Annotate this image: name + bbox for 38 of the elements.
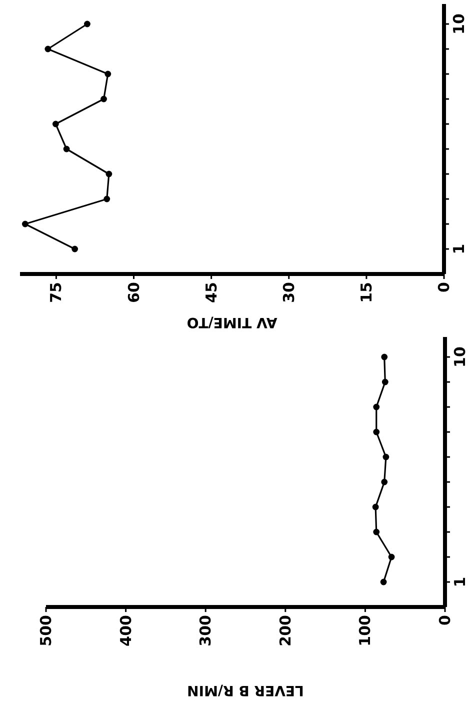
y-tick-label: 10 [450,14,468,34]
x-tick-label: 200 [276,615,294,646]
x-tick-label: 75 [47,282,66,303]
point [106,170,112,178]
x-tick-label: 30 [280,282,298,303]
y-tick-label: 1 [451,576,469,588]
point [22,220,28,228]
x-tick-label: 500 [37,615,55,646]
x-tick-label: 300 [196,615,215,646]
x-axis-title: AV TIME/TO [186,314,278,330]
point [373,404,380,410]
point [381,478,388,486]
x-axis-title: LEVER B R/MIN [187,682,304,698]
point [380,578,387,586]
x-tick-label: 100 [356,615,374,646]
point [44,46,52,52]
x-tick-label: 0 [435,282,453,292]
x-tick-label: 400 [116,615,135,646]
point [104,196,110,202]
point [388,554,395,560]
point [72,246,78,252]
y-tick-label: 10 [451,346,469,368]
point [100,96,107,102]
point [63,146,70,152]
point [382,454,390,460]
point [372,504,379,510]
x-tick-label: 15 [357,282,376,303]
x-tick-label: 60 [124,282,143,303]
point [373,528,380,536]
point [382,378,388,386]
point [381,354,388,360]
x-tick-label: 45 [202,282,220,303]
point [52,120,59,128]
point [104,70,112,78]
x-tick-label: 0 [436,615,454,626]
point [84,20,90,28]
point [373,428,380,436]
y-tick-label: 1 [450,244,468,254]
